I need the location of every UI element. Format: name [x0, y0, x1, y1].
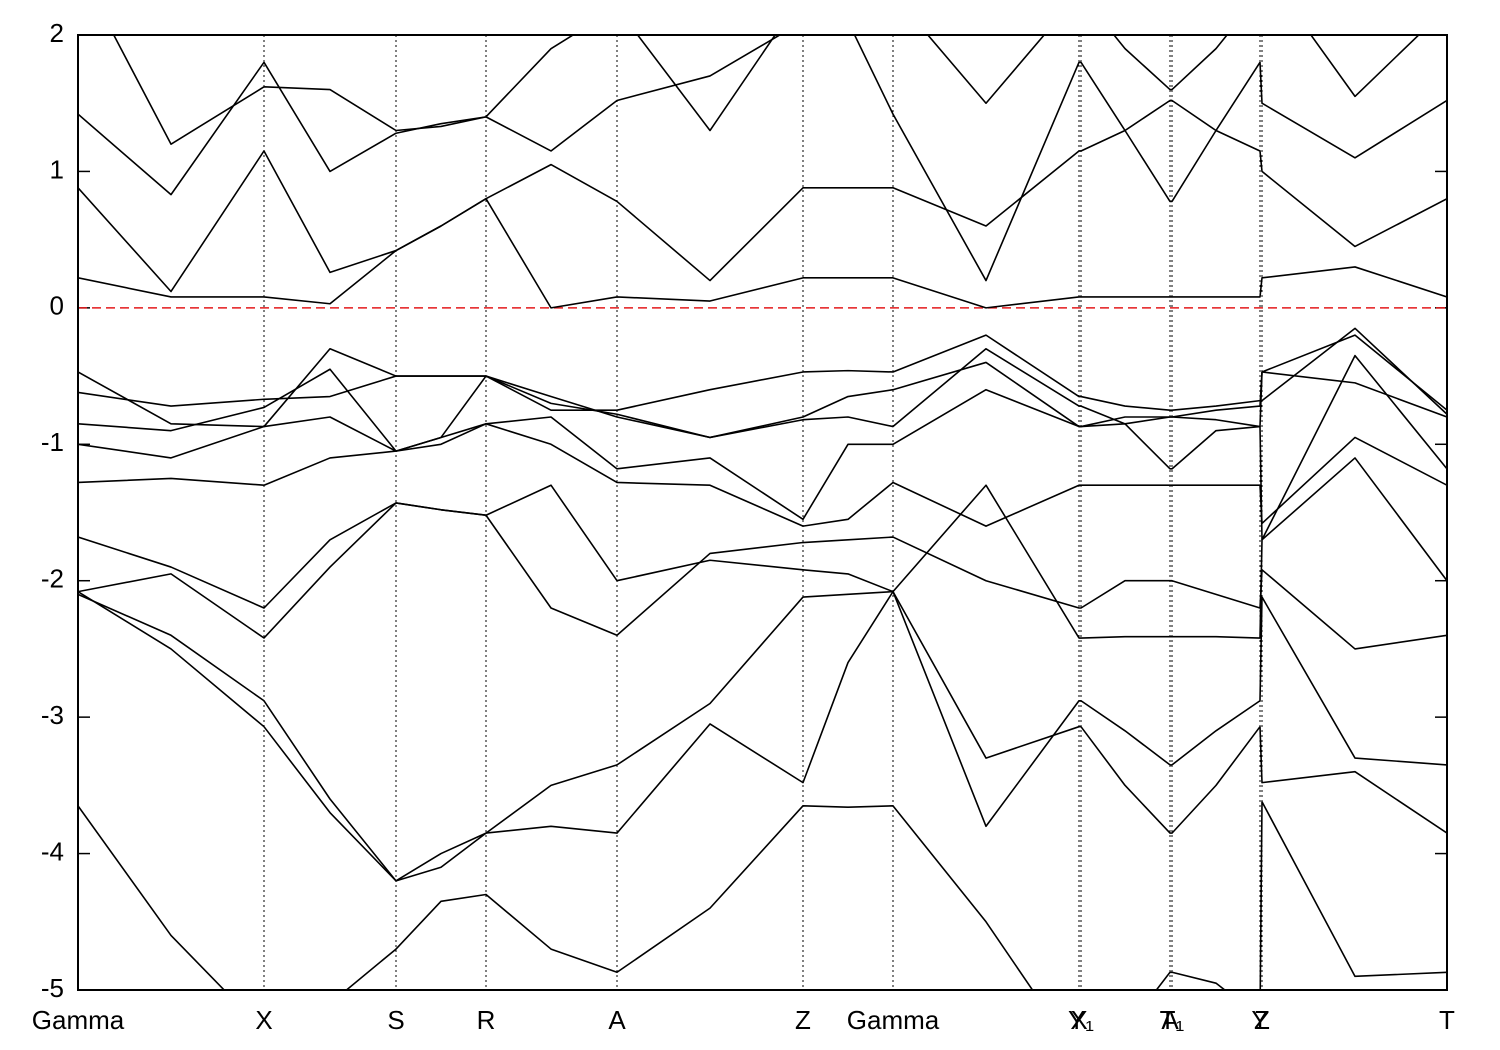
x-tick-label: S	[387, 1005, 404, 1035]
x-tick-label: Z	[795, 1005, 811, 1035]
x-tick-label: T₁	[1160, 1005, 1185, 1035]
x-tick-label: Y	[1251, 1005, 1268, 1035]
bands	[78, 35, 1447, 990]
x-tick-label: Z	[1254, 1005, 1270, 1035]
y-tick-label: -3	[41, 700, 64, 730]
band-line	[78, 457, 1447, 639]
band-line	[78, 502, 1447, 650]
x-tick-label: X	[1070, 1005, 1087, 1035]
band-line	[78, 800, 1447, 990]
y-tick-label: 1	[50, 154, 64, 184]
band-line	[78, 590, 1447, 882]
y-tick-label: -2	[41, 564, 64, 594]
x-tick-label: R	[477, 1005, 496, 1035]
x-tick-label: Gamma	[32, 1005, 125, 1035]
band-line	[112, 35, 1420, 145]
y-tick-label: 2	[50, 18, 64, 48]
x-tick-label: T	[1439, 1005, 1455, 1035]
band-line	[78, 423, 1447, 527]
y-tick-label: -1	[41, 427, 64, 457]
x-tick-label: Gamma	[847, 1005, 940, 1035]
band-line	[78, 197, 1447, 309]
plot-frame	[77, 34, 1448, 991]
band-line	[78, 354, 1447, 541]
y-tick-label: 0	[50, 291, 64, 321]
band-line	[78, 590, 1447, 882]
y-tick-label: -5	[41, 973, 64, 1003]
x-tick-label: Y₁	[1068, 1005, 1094, 1035]
x-tick-label: A	[608, 1005, 626, 1035]
band-line	[78, 35, 1447, 282]
band-line	[78, 347, 1447, 452]
band-line	[78, 129, 1447, 293]
x-tick-label: A	[1161, 1005, 1179, 1035]
x-tick-label: X	[255, 1005, 272, 1035]
band-line	[78, 334, 1447, 439]
y-tick-label: -4	[41, 836, 64, 866]
band-line	[78, 327, 1447, 415]
